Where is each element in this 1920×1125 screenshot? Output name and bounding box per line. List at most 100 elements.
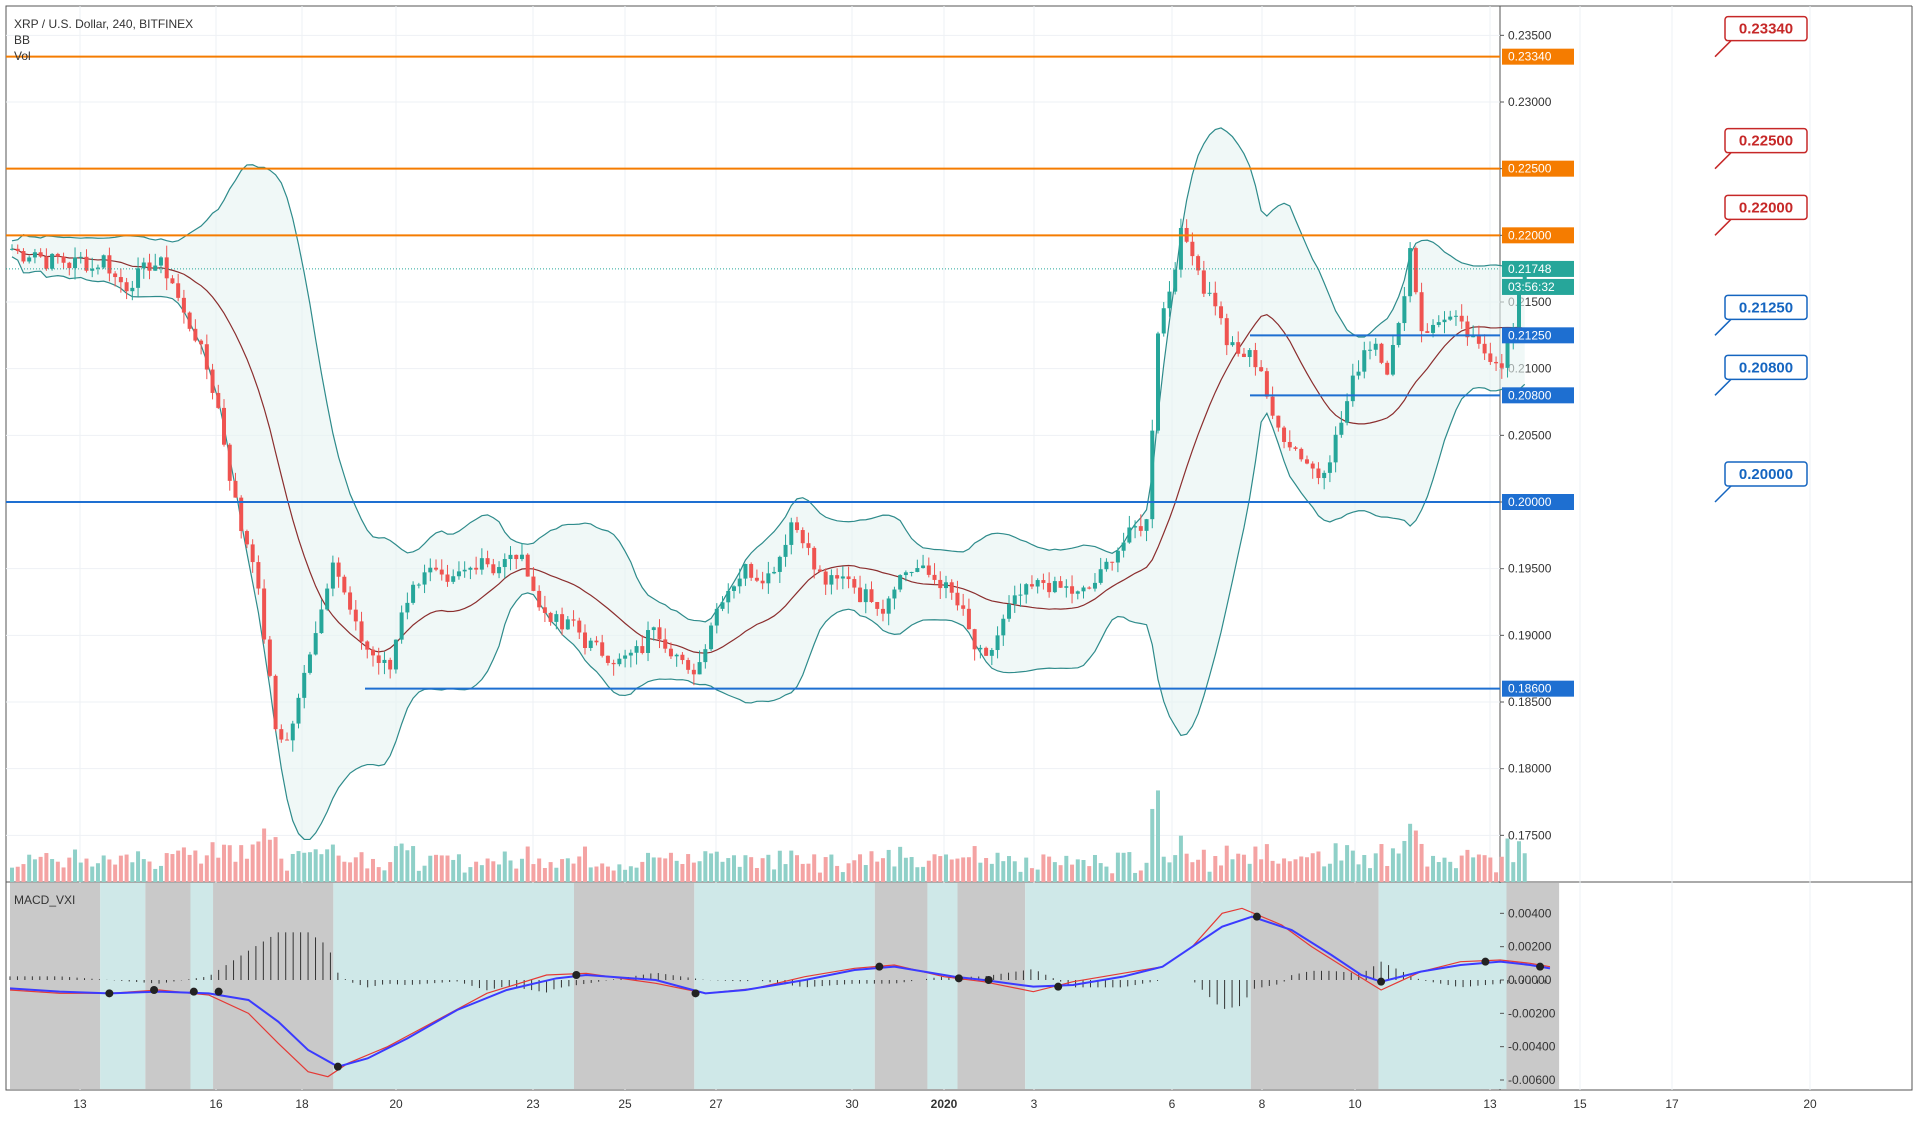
volume-bar <box>1110 873 1115 882</box>
time-tick-label: 20 <box>389 1097 403 1111</box>
volume-bar <box>640 861 645 882</box>
candle-body <box>571 619 576 621</box>
candle-body <box>1087 587 1092 589</box>
price-tick-label: 0.19500 <box>1508 562 1552 576</box>
volume-bar <box>393 846 398 882</box>
candle-body <box>1448 316 1453 320</box>
candle-body <box>1098 569 1103 583</box>
volume-bar <box>1230 859 1235 882</box>
volume-bar <box>921 866 926 882</box>
callout-pointer <box>1714 378 1732 396</box>
candle-body <box>1253 350 1258 368</box>
macd-shade-region <box>1250 883 1379 1089</box>
candle-body <box>1425 331 1430 333</box>
macd-tick-label: -0.00400 <box>1508 1040 1556 1054</box>
volume-bar <box>995 852 1000 882</box>
volume-bar <box>1253 846 1258 882</box>
volume-bar <box>823 857 828 882</box>
volume-bar <box>932 854 937 882</box>
volume-bar <box>1081 860 1086 882</box>
volume-bar <box>502 851 507 882</box>
volume-bar <box>1058 865 1063 882</box>
volume-bar <box>124 854 129 882</box>
level-price-tag-label: 0.20000 <box>1508 495 1552 509</box>
volume-bar <box>1436 862 1441 882</box>
volume-bar <box>411 846 416 882</box>
candle-body <box>1465 321 1470 338</box>
candle-body <box>1482 343 1487 354</box>
volume-bar <box>256 841 261 882</box>
volume-bar <box>519 858 524 882</box>
candle-body <box>393 639 398 670</box>
volume-bar <box>634 867 639 882</box>
candle-body <box>204 344 209 370</box>
macd-tick-label: -0.00600 <box>1508 1073 1556 1087</box>
last-price-label: 0.21748 <box>1508 262 1552 276</box>
volume-bar <box>1322 866 1327 882</box>
candle-body <box>1333 434 1338 463</box>
time-tick-label: 18 <box>295 1097 309 1111</box>
time-tick-label: 2020 <box>931 1097 958 1111</box>
volume-bar <box>1282 858 1287 882</box>
candle-body <box>1012 595 1017 605</box>
candle-body <box>113 273 118 278</box>
volume-bar <box>577 856 582 882</box>
volume-bar <box>170 854 175 882</box>
candle-body <box>766 573 771 584</box>
volume-bar <box>709 853 714 882</box>
volume-bar <box>1241 854 1246 882</box>
candle-body <box>210 369 215 393</box>
volume-bar <box>32 859 37 882</box>
candle-body <box>554 614 559 622</box>
volume-bar <box>1012 861 1017 882</box>
volume-bar <box>1522 853 1527 882</box>
candle-body <box>1207 292 1212 294</box>
candle-body <box>623 655 628 659</box>
candle-body <box>588 640 593 648</box>
candle-body <box>1276 415 1281 428</box>
candle-body <box>1459 315 1464 322</box>
candle-body <box>55 253 60 257</box>
candle-body <box>233 480 238 498</box>
volume-bar <box>714 851 719 882</box>
volume-bar <box>1144 862 1149 882</box>
volume-bar <box>617 864 622 882</box>
volume-bar <box>164 853 169 882</box>
volume-bar <box>892 866 897 882</box>
volume-bar <box>903 857 908 882</box>
level-price-tag-label: 0.22500 <box>1508 162 1552 176</box>
volume-bar <box>880 858 885 882</box>
macd-cross-point <box>1481 957 1490 966</box>
volume-bar <box>1184 853 1189 882</box>
volume-bar <box>743 855 748 882</box>
candle-body <box>1362 350 1367 372</box>
volume-bar <box>1396 853 1401 882</box>
volume-bar <box>1505 838 1510 882</box>
volume-bar <box>943 854 948 882</box>
candle-body <box>1144 519 1149 531</box>
candle-body <box>846 576 851 580</box>
macd-cross-point <box>954 974 963 983</box>
candle-body <box>594 640 599 643</box>
candle-body <box>812 547 817 570</box>
macd-cross-point <box>214 987 223 996</box>
candle-body <box>38 252 43 257</box>
candle-body <box>858 587 863 603</box>
volume-bar <box>468 867 473 882</box>
volume-bar <box>1236 853 1241 882</box>
candle-body <box>743 564 748 579</box>
candle-body <box>1001 618 1006 636</box>
volume-bar <box>984 857 989 882</box>
volume-bar <box>926 860 931 882</box>
candle-body <box>176 283 181 298</box>
volume-bar <box>1270 860 1275 882</box>
candle-body <box>989 650 994 656</box>
volume-bar <box>1327 863 1332 882</box>
candle-body <box>1368 349 1373 351</box>
volume-bar <box>812 854 817 882</box>
candle-body <box>697 662 702 675</box>
volume-bar <box>1499 856 1504 882</box>
candle-body <box>1213 292 1218 307</box>
